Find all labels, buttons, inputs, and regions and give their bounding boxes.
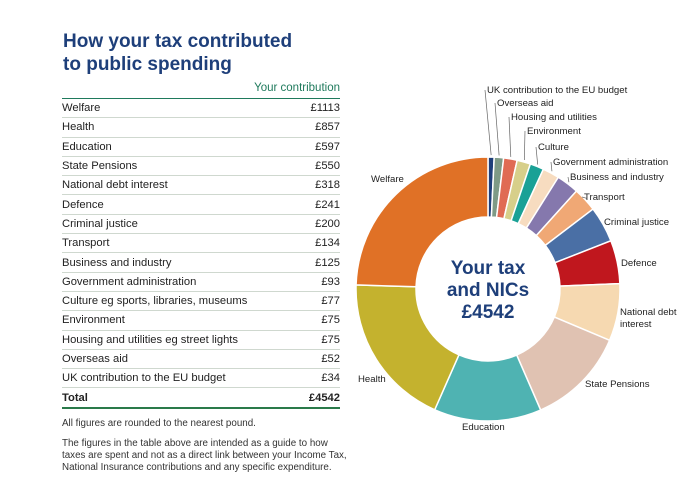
footnotes: All figures are rounded to the nearest p… xyxy=(62,418,352,482)
row-value: £125 xyxy=(315,256,340,269)
row-label: Defence xyxy=(62,198,104,211)
total-label: Total xyxy=(62,391,88,404)
table-row: State Pensions £550 xyxy=(62,157,340,177)
slice-label: Culture xyxy=(538,142,569,153)
row-label: Business and industry xyxy=(62,256,172,269)
contribution-table: Your contribution Welfare £1113 Health £85… xyxy=(62,82,340,409)
table-row: Defence £241 xyxy=(62,195,340,215)
row-value: £134 xyxy=(315,237,340,250)
table-row: Overseas aid £52 xyxy=(62,350,340,370)
slice-label: National debt interest xyxy=(620,307,677,330)
title-line-1: How your tax contributed xyxy=(63,31,293,52)
table-row: UK contribution to the EU budget £34 xyxy=(62,369,340,389)
slice-label: Health xyxy=(358,374,386,385)
slice-label: State Pensions xyxy=(585,379,650,390)
row-label: National debt interest xyxy=(62,179,168,192)
slice-label: Overseas aid xyxy=(497,98,554,109)
donut-slices xyxy=(355,156,621,422)
row-label: Culture eg sports, libraries, museums xyxy=(62,295,248,308)
row-value: £597 xyxy=(315,140,340,153)
table-row: Criminal justice £200 xyxy=(62,215,340,235)
leader-line xyxy=(581,196,587,199)
row-value: £34 xyxy=(321,372,340,385)
slice-label: Education xyxy=(462,422,505,433)
row-label: Environment xyxy=(62,314,125,327)
slice-label: Housing and utilities xyxy=(511,112,597,123)
slice-label: Business and industry xyxy=(570,172,664,183)
slice-labels: Welfare Health Education State Pensions Nati… xyxy=(358,85,677,433)
slice-label: Transport xyxy=(584,192,625,203)
row-label: Government administration xyxy=(62,275,197,288)
row-label: Transport xyxy=(62,237,110,250)
row-value: £77 xyxy=(321,295,340,308)
table-row: Culture eg sports, libraries, museums £77 xyxy=(62,292,340,312)
column-header: Your contribution xyxy=(62,82,340,99)
row-value: £93 xyxy=(321,275,340,288)
row-label: Welfare xyxy=(62,102,101,115)
row-value: £75 xyxy=(321,314,340,327)
label-leader-lines xyxy=(484,89,587,199)
donut-slice-health xyxy=(355,284,460,411)
row-value: £200 xyxy=(315,217,340,230)
title-line-2: to public spending xyxy=(63,54,232,75)
table-row: Health £857 xyxy=(62,118,340,138)
slice-label: Criminal justice xyxy=(604,217,669,228)
row-value: £241 xyxy=(315,198,340,211)
table-row: Transport £134 xyxy=(62,234,340,254)
row-value: £318 xyxy=(315,179,340,192)
center-text-line-2: and NICs xyxy=(447,280,529,301)
row-value: £1113 xyxy=(310,102,340,115)
total-value: £4542 xyxy=(308,391,340,404)
footnote-rounding: All figures are rounded to the nearest p… xyxy=(62,418,256,429)
slice-label: Environment xyxy=(527,126,581,137)
leader-line xyxy=(494,102,500,156)
table-row: National debt interest £318 xyxy=(62,176,340,196)
slice-label: Defence xyxy=(621,258,657,269)
leader-line xyxy=(484,89,492,156)
center-text-line-3: £4542 xyxy=(462,302,515,323)
row-value: £550 xyxy=(315,160,340,173)
row-value: £52 xyxy=(321,353,340,365)
row-value: £857 xyxy=(315,121,340,134)
table-row: Government administration £93 xyxy=(62,273,340,292)
table-row: Welfare £1113 xyxy=(62,99,340,119)
page-title: How your tax contributed to public spend… xyxy=(63,30,292,76)
row-label: Housing and utilities eg street lights xyxy=(62,333,238,346)
footnote-guide: The figures in the table above are inten… xyxy=(62,438,347,473)
slice-label: Government administration xyxy=(553,157,668,168)
row-label: UK contribution to the EU budget xyxy=(62,372,226,385)
table-row: Housing and utilities eg street lights £7… xyxy=(62,331,340,350)
total-row: Total £4542 xyxy=(62,388,340,409)
row-label: Overseas aid xyxy=(62,353,128,365)
row-label: Health xyxy=(62,121,95,134)
donut-slice-welfare xyxy=(355,156,489,288)
slice-label: Welfare xyxy=(371,174,404,185)
row-value: £75 xyxy=(321,333,340,346)
slice-label: UK contribution to the EU budget xyxy=(487,85,628,96)
table-row: Education £597 xyxy=(62,138,340,157)
table-row: Business and industry £125 xyxy=(62,253,340,273)
leader-line xyxy=(567,176,570,183)
table-row: Environment £75 xyxy=(62,311,340,331)
row-label: State Pensions xyxy=(62,160,138,173)
row-label: Criminal justice xyxy=(62,217,138,230)
row-label: Education xyxy=(62,140,112,153)
center-text-line-1: Your tax xyxy=(451,258,526,279)
leader-line xyxy=(523,130,526,161)
leader-line xyxy=(508,116,512,157)
leader-line xyxy=(535,146,539,165)
leader-line xyxy=(550,161,553,172)
